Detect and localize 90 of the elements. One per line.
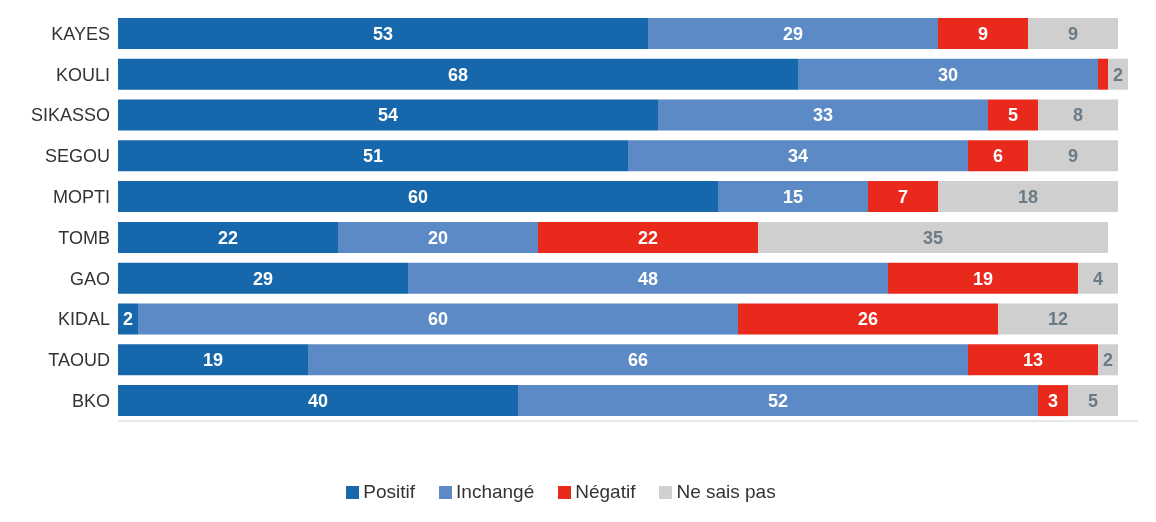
data-label: 48 <box>637 268 659 289</box>
legend-label: Positif <box>363 481 416 502</box>
y-tick-label: KAYES <box>51 23 110 44</box>
data-label: 22 <box>217 227 239 248</box>
bar <box>538 221 758 253</box>
bar <box>308 344 968 376</box>
bar <box>1028 140 1118 172</box>
bar <box>118 99 658 131</box>
bar <box>118 181 718 213</box>
bar <box>1078 262 1118 294</box>
data-label: 8 <box>1072 105 1084 126</box>
bar <box>648 17 938 49</box>
y-tick-label: TOMB <box>58 227 110 248</box>
data-label: 54 <box>377 105 399 126</box>
data-label: 9 <box>1067 23 1079 44</box>
y-tick-label: SEGOU <box>44 146 110 167</box>
bar <box>938 17 1028 49</box>
data-label: 19 <box>972 268 994 289</box>
bar <box>118 58 798 90</box>
bar <box>138 303 738 335</box>
data-label: 34 <box>787 146 809 167</box>
data-label: 29 <box>252 268 274 289</box>
bar <box>118 221 338 253</box>
data-label: 60 <box>407 186 429 207</box>
bar <box>518 385 1038 417</box>
bar <box>718 181 868 213</box>
data-label: 7 <box>897 186 909 207</box>
y-tick-label: KOULI <box>55 64 110 85</box>
data-label: 51 <box>362 146 384 167</box>
data-label: 35 <box>922 227 944 248</box>
bar <box>888 262 1078 294</box>
data-label: 33 <box>812 105 834 126</box>
data-label: 20 <box>427 227 449 248</box>
data-label: 2 <box>1112 64 1124 85</box>
data-label: 19 <box>202 350 224 371</box>
y-tick-label: BKO <box>71 390 110 411</box>
bar <box>628 140 968 172</box>
data-label: 15 <box>782 186 804 207</box>
y-tick-label: SIKASSO <box>30 105 110 126</box>
data-label: 68 <box>447 64 469 85</box>
data-label: 52 <box>767 390 789 411</box>
data-label: 26 <box>857 309 879 330</box>
data-label: 60 <box>427 309 449 330</box>
data-label: 66 <box>627 350 649 371</box>
bar <box>118 344 308 376</box>
data-label: 12 <box>1047 309 1069 330</box>
data-label: 3 <box>1047 390 1059 411</box>
data-label: 4 <box>1092 268 1104 289</box>
legend-label: Ne sais pas <box>676 481 776 502</box>
bar <box>658 99 988 131</box>
data-label: 22 <box>637 227 659 248</box>
bar <box>1028 17 1118 49</box>
bar <box>118 17 648 49</box>
bar <box>798 58 1098 90</box>
data-label: 5 <box>1087 390 1099 411</box>
data-label: 9 <box>977 23 989 44</box>
bar <box>738 303 998 335</box>
data-label: 2 <box>122 309 134 330</box>
bar <box>338 221 538 253</box>
bar <box>968 344 1098 376</box>
data-label: 9 <box>1067 146 1079 167</box>
bar <box>1068 385 1118 417</box>
y-tick-label: MOPTI <box>53 186 110 207</box>
bar <box>118 140 628 172</box>
bar <box>1098 58 1108 90</box>
data-label: 29 <box>782 23 804 44</box>
data-label: 18 <box>1017 186 1039 207</box>
data-label: 13 <box>1022 350 1044 371</box>
bar <box>118 385 518 417</box>
data-label: 6 <box>992 146 1004 167</box>
y-tick-label: KIDAL <box>57 309 110 330</box>
bar <box>1038 385 1068 417</box>
data-label: 53 <box>372 23 394 44</box>
legend-label: Inchangé <box>456 481 535 502</box>
y-tick-label: TAOUD <box>48 350 110 371</box>
bar <box>408 262 888 294</box>
legend-label: Négatif <box>575 481 636 502</box>
bar <box>758 221 1108 253</box>
bar <box>868 181 938 213</box>
bar <box>988 99 1038 131</box>
data-label: 2 <box>1102 350 1114 371</box>
bar <box>968 140 1028 172</box>
bar <box>118 262 408 294</box>
bar <box>938 181 1118 213</box>
data-label: 40 <box>307 390 329 411</box>
bar <box>998 303 1118 335</box>
bar <box>1038 99 1118 131</box>
data-label: 5 <box>1007 105 1019 126</box>
y-tick-label: GAO <box>69 268 110 289</box>
data-label: 30 <box>937 64 959 85</box>
